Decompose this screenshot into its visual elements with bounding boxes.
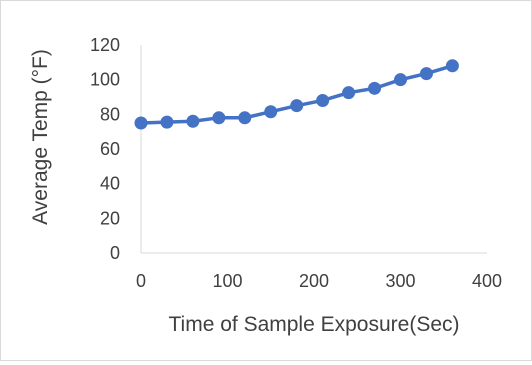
data-point bbox=[342, 86, 356, 100]
data-point bbox=[419, 67, 433, 81]
x-tick-label: 400 bbox=[472, 271, 502, 291]
data-point bbox=[368, 81, 382, 95]
y-axis-title: Average Temp (°F) bbox=[29, 49, 52, 225]
data-point bbox=[264, 105, 278, 119]
data-point bbox=[290, 99, 304, 113]
y-tick-label: 100 bbox=[90, 70, 120, 90]
x-tick-label: 200 bbox=[299, 271, 329, 291]
y-tick-label: 0 bbox=[110, 243, 120, 263]
x-tick-label: 0 bbox=[136, 271, 146, 291]
series bbox=[134, 59, 459, 130]
data-point bbox=[394, 73, 407, 87]
x-tick-labels: 0 100 200 300 400 bbox=[136, 271, 502, 291]
y-tick-labels: 0 20 40 60 80 100 120 bbox=[90, 35, 120, 263]
y-tick-label: 40 bbox=[100, 174, 120, 194]
data-point bbox=[238, 111, 252, 125]
data-point bbox=[316, 93, 330, 107]
x-tick-label: 300 bbox=[385, 271, 415, 291]
data-point bbox=[160, 115, 174, 129]
x-axis-title: Time of Sample Exposure(Sec) bbox=[169, 313, 460, 336]
axes bbox=[140, 45, 487, 254]
data-point bbox=[186, 114, 200, 128]
data-point bbox=[445, 59, 459, 73]
y-tick-label: 60 bbox=[100, 139, 120, 159]
x-tick-label: 100 bbox=[212, 271, 242, 291]
series-line bbox=[140, 64, 453, 125]
data-point bbox=[134, 116, 148, 130]
y-tick-label: 120 bbox=[90, 35, 120, 55]
data-point bbox=[212, 111, 226, 125]
y-tick-label: 20 bbox=[100, 208, 120, 228]
line-chart: 0 20 40 60 80 100 120 0 100 200 300 400 Time of Sa… bbox=[29, 35, 502, 336]
y-tick-label: 80 bbox=[100, 104, 120, 124]
